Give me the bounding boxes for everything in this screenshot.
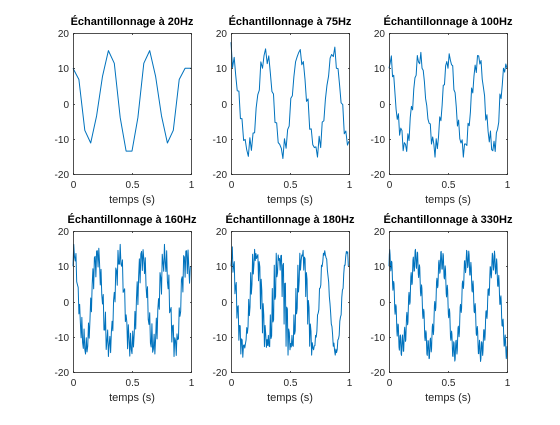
y-tick-label: 0 — [221, 100, 227, 111]
subplot-title: Échantillonnage à 100Hz — [384, 15, 513, 28]
x-tick-label: 1 — [347, 180, 353, 191]
x-tick-label: 0.5 — [126, 378, 140, 389]
x-tick-label: 0.5 — [284, 180, 298, 191]
y-tick-label: 10 — [58, 262, 70, 273]
x-tick-label: 0 — [387, 378, 393, 389]
y-tick-label: 0 — [379, 100, 385, 111]
y-tick-label: -20 — [55, 368, 70, 379]
x-tick-label: 1 — [189, 378, 195, 389]
series-line — [230, 42, 350, 159]
x-tick-label: 0 — [229, 378, 235, 389]
x-tick-label: 0 — [229, 180, 235, 191]
y-tick-label: 0 — [221, 298, 227, 309]
x-axis-label: temps (s) — [425, 392, 471, 404]
y-tick-label: 10 — [216, 262, 228, 273]
y-tick-label: 10 — [374, 262, 386, 273]
subplot-title: Échantillonnage à 75Hz — [229, 15, 352, 28]
x-tick-label: 1 — [505, 180, 511, 191]
y-tick-label: 20 — [374, 227, 386, 238]
axes-box — [389, 231, 508, 373]
y-tick-label: 20 — [58, 227, 70, 238]
subplot-title: Échantillonnage à 160Hz — [68, 213, 197, 226]
x-tick-label: 0.5 — [284, 378, 298, 389]
y-tick-label: 20 — [216, 227, 228, 238]
x-axis-label: temps (s) — [109, 392, 155, 404]
x-tick-label: 0 — [71, 378, 77, 389]
y-tick-label: -10 — [213, 135, 228, 146]
series-line — [230, 246, 349, 358]
x-tick-label: 0.5 — [442, 180, 456, 191]
axes-box — [389, 33, 508, 175]
y-tick-label: 10 — [58, 64, 70, 75]
subplot-title: Échantillonnage à 330Hz — [384, 213, 513, 226]
y-tick-label: 20 — [58, 29, 70, 40]
y-tick-label: 0 — [63, 100, 69, 111]
x-tick-label: 1 — [347, 378, 353, 389]
axes-box — [73, 33, 192, 175]
series-line — [388, 51, 508, 158]
x-axis-label: temps (s) — [267, 392, 313, 404]
x-tick-label: 1 — [189, 180, 195, 191]
y-tick-label: -20 — [213, 170, 228, 181]
y-tick-label: 20 — [216, 29, 228, 40]
x-tick-label: 0 — [71, 180, 77, 191]
y-tick-label: -10 — [213, 333, 228, 344]
subplot-title: Échantillonnage à 20Hz — [71, 15, 194, 28]
x-axis-label: temps (s) — [425, 194, 471, 206]
subplot-title: Échantillonnage à 180Hz — [226, 213, 355, 226]
y-tick-label: -20 — [55, 170, 70, 181]
y-tick-label: -10 — [371, 333, 386, 344]
series-line — [72, 50, 191, 152]
y-tick-label: 10 — [374, 64, 386, 75]
y-tick-label: -20 — [213, 368, 228, 379]
series-line — [72, 243, 191, 357]
x-tick-label: 0.5 — [126, 180, 140, 191]
y-tick-label: 0 — [379, 298, 385, 309]
y-tick-label: 20 — [374, 29, 386, 40]
x-axis-label: temps (s) — [267, 194, 313, 206]
series-line — [388, 248, 508, 362]
x-tick-label: 0.5 — [442, 378, 456, 389]
y-tick-label: -10 — [55, 333, 70, 344]
y-tick-label: 0 — [63, 298, 69, 309]
x-tick-label: 0 — [387, 180, 393, 191]
y-tick-label: 10 — [216, 64, 228, 75]
y-tick-label: -10 — [371, 135, 386, 146]
x-tick-label: 1 — [505, 378, 511, 389]
y-tick-label: -20 — [371, 368, 386, 379]
y-tick-label: -10 — [55, 135, 70, 146]
y-tick-label: -20 — [371, 170, 386, 181]
x-axis-label: temps (s) — [109, 194, 155, 206]
